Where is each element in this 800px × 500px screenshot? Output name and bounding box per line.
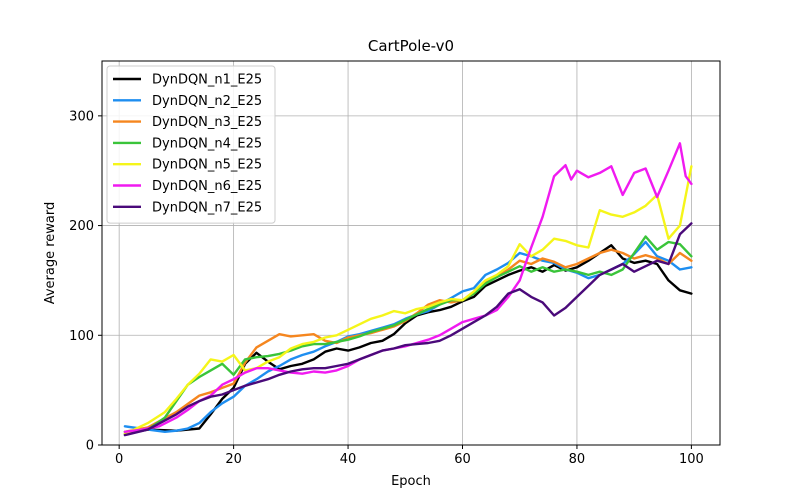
x-tick-label: 60 [454,452,471,467]
y-axis-label: Average reward [43,202,58,305]
series-line-7 [123,222,693,437]
series-line-4 [123,235,693,433]
x-tick-label: 100 [679,452,704,467]
plot-frame [101,60,721,446]
y-tick-label: 200 [69,219,94,234]
legend-label: DynDQN_n7_E25 [152,200,262,215]
axis-ticks: 0 20 40 60 80 100 0 100 200 300 [69,109,704,467]
legend-label: DynDQN_n4_E25 [152,136,262,151]
x-tick-label: 80 [569,452,586,467]
series-lines [123,142,693,437]
x-tick-label: 40 [340,452,357,467]
chart-title: CartPole-v0 [368,37,454,55]
legend-label: DynDQN_n6_E25 [152,179,262,194]
legend-label: DynDQN_n1_E25 [152,73,262,88]
y-tick-label: 100 [69,329,94,344]
legend-label: DynDQN_n3_E25 [152,115,262,130]
x-tick-label: 20 [225,452,242,467]
series-line-5 [123,165,693,436]
y-tick-label: 0 [86,439,94,454]
y-tick-label: 300 [69,109,94,124]
series-line-3 [123,248,693,433]
legend-box [106,65,276,224]
series-line-6 [123,142,693,433]
legend-label: DynDQN_n5_E25 [152,158,262,173]
legend-label: DynDQN_n2_E25 [152,94,262,109]
x-axis-label: Epoch [391,474,431,489]
legend: DynDQN_n1_E25 DynDQN_n2_E25 DynDQN_n3_E25 D… [106,65,276,224]
x-tick-label: 0 [115,452,123,467]
